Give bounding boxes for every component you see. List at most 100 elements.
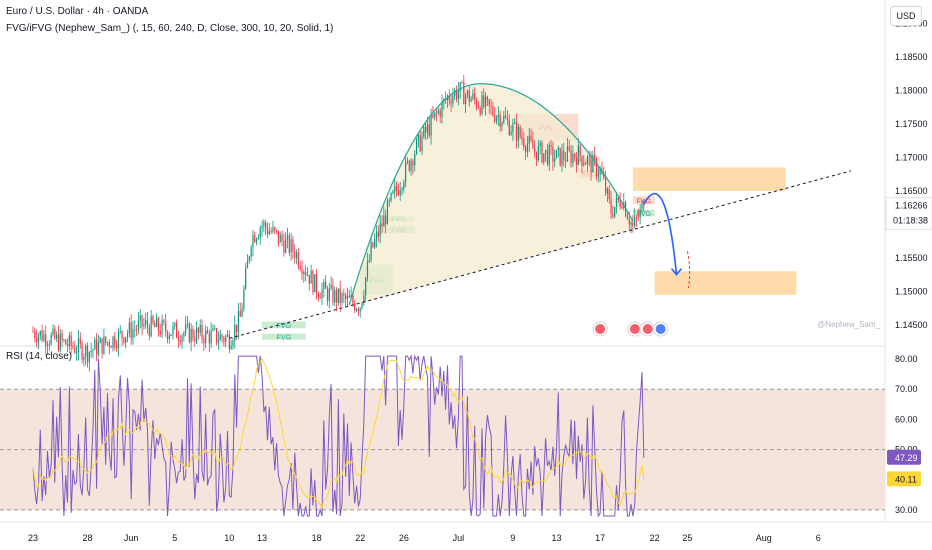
candle-body [312, 270, 314, 293]
candle-body [519, 127, 521, 137]
price-tick-label: 1.18000 [895, 85, 928, 95]
rsi-legend[interactable]: RSI (14, close) [6, 351, 72, 362]
candle-body [201, 324, 203, 339]
candle-body [521, 136, 523, 140]
candle-body [45, 334, 47, 346]
candle-body [592, 154, 594, 173]
candle-body [288, 235, 290, 253]
candle-body [390, 193, 392, 201]
candle-body [228, 334, 230, 350]
candle-body [352, 295, 354, 304]
candle-body [374, 239, 376, 248]
candle-body [86, 345, 89, 363]
rsi-value-box [887, 449, 921, 465]
symbol-title[interactable]: Euro / U.S. Dollar · 4h · OANDA [6, 6, 149, 17]
candle-body [615, 197, 618, 207]
candle-body [257, 237, 260, 239]
candle-body [630, 222, 632, 225]
indicator-legend[interactable]: FVG/iFVG (Nephew_Sam_) (, 15, 60, 240, D… [6, 23, 333, 34]
candle-body [479, 107, 481, 114]
candle-body [106, 342, 109, 343]
candle-body [97, 342, 100, 355]
candle-body [36, 337, 38, 342]
event-flag-icon-inner [642, 324, 653, 334]
candle-body [468, 90, 470, 102]
candle-body [181, 335, 183, 343]
candle-body [77, 338, 80, 353]
candle-body [461, 82, 463, 84]
candle-body [345, 295, 347, 300]
candle-body [395, 186, 398, 191]
candle-body [246, 260, 249, 269]
candle-body [410, 160, 412, 171]
candle-body [221, 334, 223, 339]
time-axis-label: 6 [816, 533, 821, 543]
candle-body [161, 320, 163, 335]
candle-body [146, 320, 149, 328]
candle-body [539, 142, 541, 147]
candle-body [359, 308, 361, 312]
candle-body [361, 302, 363, 309]
candle-body [454, 90, 456, 96]
rounding-top-arc [348, 83, 634, 305]
candle-body [568, 146, 570, 151]
candle-body [128, 322, 130, 334]
candle-body [523, 139, 525, 148]
candle-body [570, 150, 572, 163]
candle-body [590, 155, 592, 173]
candle-body [74, 347, 76, 353]
symbol-legend[interactable]: Euro / U.S. Dollar · 4h · OANDA [6, 6, 148, 17]
candle-body [332, 284, 334, 303]
candle-body [192, 328, 194, 339]
candle-body [261, 225, 263, 229]
rsi-ma-line [32, 357, 645, 509]
candle-body [59, 333, 61, 350]
candle-body [408, 160, 410, 171]
candle-body [297, 252, 299, 267]
candle-body [434, 112, 436, 118]
candle-body [166, 331, 169, 340]
candle-body [56, 334, 58, 339]
indicator-title[interactable]: FVG/iFVG (Nephew_Sam_) (, 15, 60, 240, D… [6, 23, 334, 34]
candle-body [585, 163, 587, 165]
candle-body [586, 157, 589, 165]
rsi-title[interactable]: RSI (14, close) [6, 351, 73, 362]
candle-body [603, 174, 605, 179]
candle-body [555, 149, 558, 159]
currency-label[interactable]: USD [896, 11, 916, 21]
candle-body [463, 82, 465, 105]
fvg-label: FVG [277, 323, 291, 330]
candle-body [54, 328, 56, 339]
candle-body [525, 147, 527, 152]
currency-button[interactable]: USD [890, 6, 922, 26]
candle-body [503, 115, 505, 123]
candle-body [514, 122, 516, 124]
candle-body [583, 163, 585, 166]
candle-body [432, 114, 434, 118]
candle-body [483, 95, 485, 107]
time-axis-label: 9 [510, 533, 515, 543]
time-axis-label: 26 [399, 533, 409, 543]
candle-body [292, 239, 294, 252]
candle-body [632, 222, 634, 226]
candle-body [510, 131, 512, 135]
countdown-label: 01:18:38 [893, 216, 928, 226]
candle-body [377, 231, 379, 237]
candle-body [94, 339, 96, 350]
candle-body [457, 91, 459, 99]
resistance-zone [632, 167, 786, 191]
candle-body [643, 204, 645, 207]
candle-body [70, 335, 72, 346]
candle-body [154, 323, 156, 327]
time-axis-label: 13 [257, 533, 267, 543]
candle-body [136, 329, 138, 331]
candle-body [537, 146, 539, 161]
candle-body [477, 107, 479, 109]
candle-body [481, 95, 483, 114]
candle-body [372, 242, 374, 248]
candle-body [197, 328, 200, 333]
candle-body [34, 331, 36, 338]
candle-body [306, 274, 309, 276]
